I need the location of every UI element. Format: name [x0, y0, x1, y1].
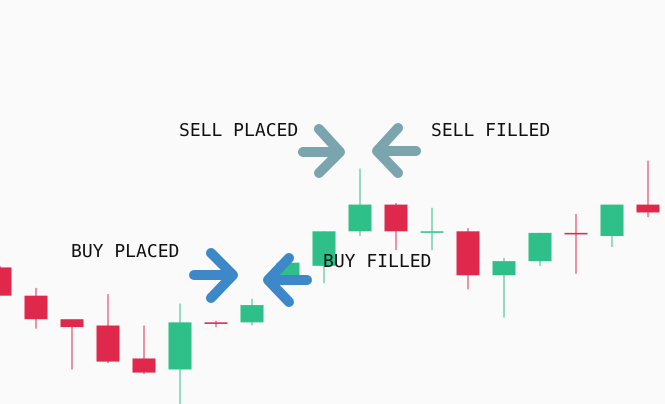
candle	[240, 298, 264, 326]
arrows-layer	[189, 123, 421, 307]
candle-body	[564, 232, 588, 235]
candle	[168, 303, 192, 404]
candle	[0, 265, 12, 296]
candle-body	[24, 295, 48, 320]
candle-body	[420, 231, 444, 233]
candle-body	[348, 204, 372, 232]
candle	[528, 232, 552, 266]
candle-body	[240, 305, 264, 323]
sell-placed-arrow-icon	[298, 124, 345, 178]
candle-body	[204, 322, 228, 324]
candle	[384, 203, 408, 251]
candle	[96, 294, 120, 364]
sell-placed-label: SELL PLACED	[179, 120, 299, 141]
candle	[132, 325, 156, 375]
buy-filled-arrow-icon	[263, 253, 312, 307]
candle	[420, 207, 444, 251]
candle	[24, 287, 48, 329]
candle-body	[312, 231, 336, 266]
candle-body	[456, 231, 480, 276]
sell-filled-label: SELL FILLED	[431, 120, 551, 141]
candle	[312, 231, 336, 284]
candle-body	[60, 319, 84, 328]
candle-body	[492, 261, 516, 276]
candles-layer	[0, 160, 660, 404]
candle-body	[0, 267, 12, 296]
candle	[564, 214, 588, 274]
candle	[636, 160, 660, 218]
candle-body	[168, 322, 192, 370]
candle	[456, 228, 480, 290]
buy-placed-arrow-icon	[189, 248, 238, 303]
candle-body	[636, 204, 660, 213]
candle-body	[384, 204, 408, 232]
candle-body	[132, 358, 156, 373]
candle	[348, 168, 372, 237]
candle	[60, 319, 84, 370]
buy-filled-label: BUY FILLED	[323, 251, 432, 272]
candle-body	[600, 204, 624, 237]
candle	[204, 320, 228, 328]
candle-body	[528, 232, 552, 262]
candle-body	[96, 325, 120, 362]
sell-filled-arrow-icon	[372, 123, 421, 178]
buy-placed-label: BUY PLACED	[71, 241, 180, 262]
candle	[600, 204, 624, 247]
candle	[492, 257, 516, 318]
